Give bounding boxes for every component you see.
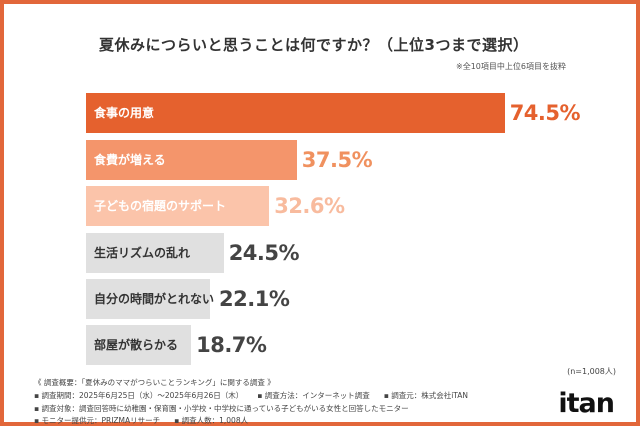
bar-label: 食費が増える bbox=[94, 153, 166, 167]
sample-size: (n=1,008人) bbox=[567, 367, 616, 376]
value-label: 22.1% bbox=[219, 287, 290, 311]
bar-label: 生活リズムの乱れ bbox=[94, 246, 191, 260]
bar-label: 自分の時間がとれない bbox=[94, 292, 215, 306]
bar-label: 部屋が散らかる bbox=[94, 338, 179, 352]
footer-row-4: ▪ モニター提供元：PRIZMAリサーチ ▪ 調査人数：1,008人 bbox=[34, 415, 248, 426]
bar: 自分の時間がとれない bbox=[86, 279, 214, 319]
bar: 子どもの宿題のサポート bbox=[86, 186, 270, 226]
bar: 部屋が散らかる bbox=[86, 325, 192, 365]
bar: 食事の用意 bbox=[86, 93, 505, 133]
footer-row-3: ▪ 調査対象：調査回答時に幼稚園・保育園・小学校・中学校に通っている子どもがいる… bbox=[34, 403, 409, 414]
value-label: 74.5% bbox=[509, 101, 581, 125]
footer-provider: ▪ モニター提供元：PRIZMAリサーチ bbox=[34, 416, 161, 425]
value-label: 24.5% bbox=[228, 241, 300, 265]
footer-period: ▪ 調査期間：2025年6月25日（水）〜2025年6月26日（木） bbox=[34, 391, 244, 400]
footer-source: ▪ 調査元：株式会社iTAN bbox=[383, 391, 469, 400]
chart-title: 夏休みにつらいと思うことは何ですか？（上位3つまで選択） bbox=[99, 36, 529, 54]
footer-row-2: ▪ 調査期間：2025年6月25日（水）〜2025年6月26日（木） ▪ 調査方… bbox=[34, 390, 468, 401]
value-label: 18.7% bbox=[196, 333, 267, 357]
footer-row-1: 《 調査概要：「夏休みのママがつらいことランキング」に関する調査 》 bbox=[34, 377, 275, 388]
footer-method: ▪ 調査方法：インターネット調査 bbox=[257, 391, 370, 400]
itan-logo: itan bbox=[558, 388, 615, 419]
chart-note: ※全10項目中上位6項目を抜粋 bbox=[456, 62, 566, 71]
bar-label: 食事の用意 bbox=[94, 106, 155, 120]
bar-label: 子どもの宿題のサポート bbox=[94, 199, 227, 213]
value-label: 37.5% bbox=[301, 148, 373, 172]
value-label: 32.6% bbox=[274, 194, 345, 218]
footer-target: ▪ 調査対象：調査回答時に幼稚園・保育園・小学校・中学校に通っている子どもがいる… bbox=[34, 404, 409, 413]
bar: 食費が増える bbox=[86, 140, 297, 180]
bar: 生活リズムの乱れ bbox=[86, 233, 224, 273]
footer-summary: 《 調査概要：「夏休みのママがつらいことランキング」に関する調査 》 bbox=[34, 378, 275, 387]
footer-count: ▪ 調査人数：1,008人 bbox=[174, 416, 249, 425]
